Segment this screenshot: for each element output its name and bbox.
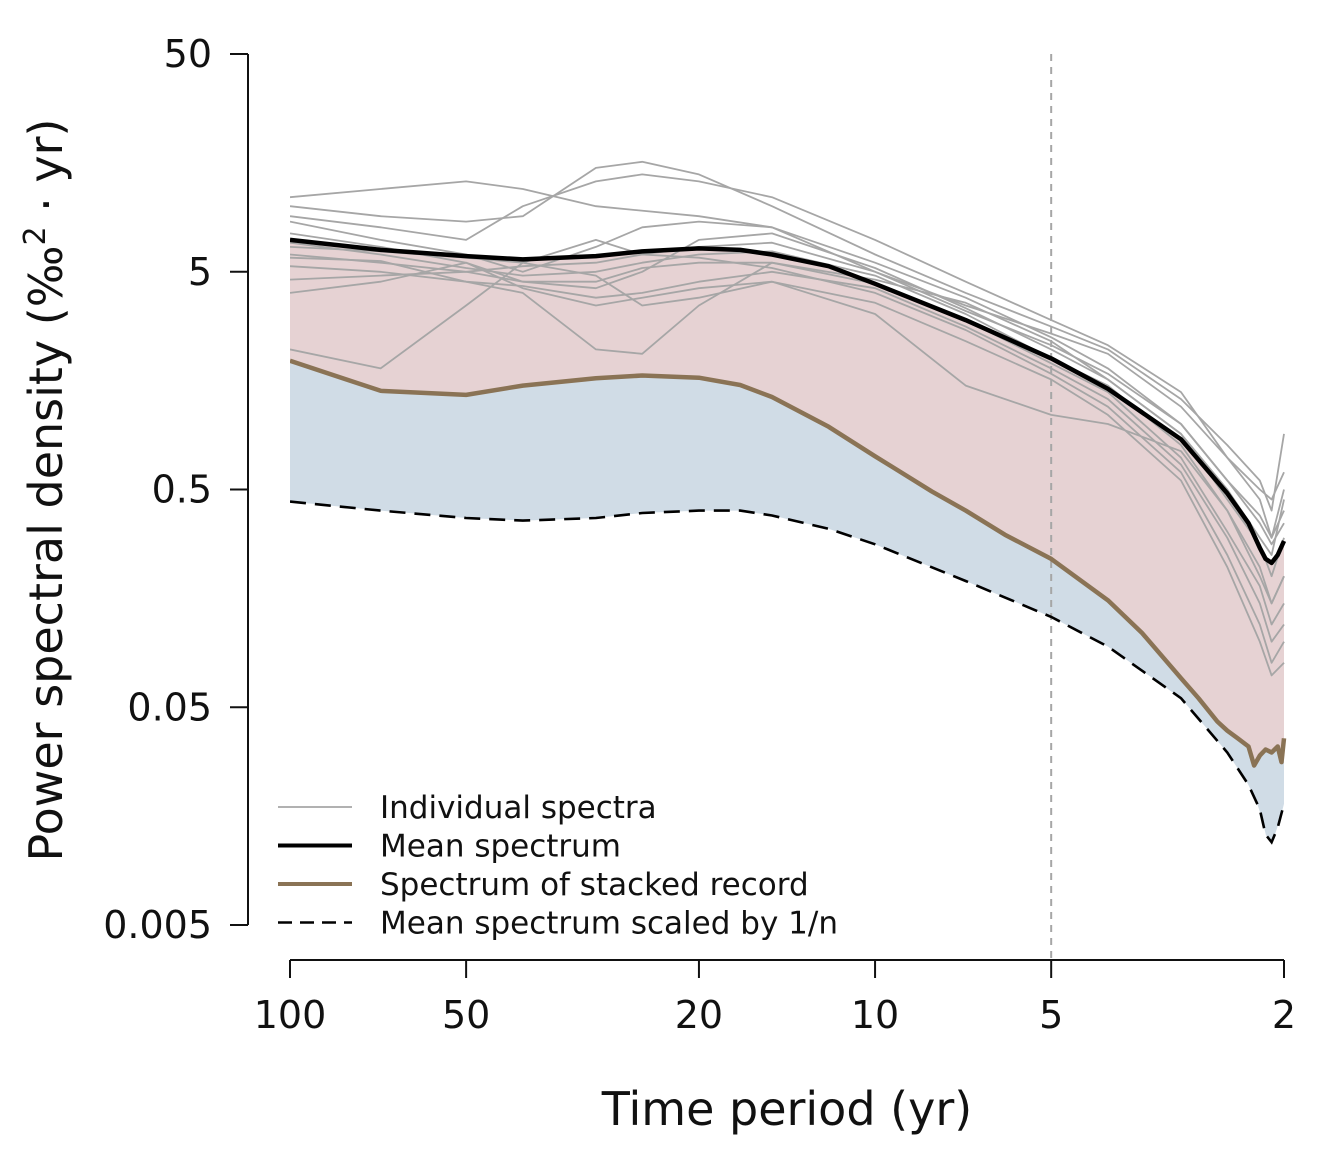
y-tick-label: 0.5 bbox=[152, 468, 212, 512]
individual-spectrum-line-6 bbox=[290, 241, 1285, 605]
y-tick-label: 0.005 bbox=[103, 903, 212, 947]
legend-label-stacked: Spectrum of stacked record bbox=[380, 867, 809, 903]
x-tick-label: 20 bbox=[675, 993, 723, 1037]
legend-label-individual: Individual spectra bbox=[380, 790, 657, 826]
x-axis-title: Time period (yr) bbox=[601, 1082, 972, 1136]
x-tick-label: 10 bbox=[851, 993, 899, 1037]
individual-spectrum-line-8 bbox=[290, 265, 1285, 643]
stacked-scaled-band bbox=[290, 360, 1284, 841]
individual-spectrum-line-3 bbox=[290, 173, 1285, 539]
y-tick-label: 0.05 bbox=[127, 685, 212, 729]
individual-spectrum-line-12 bbox=[290, 246, 1285, 605]
mean-stacked-band bbox=[290, 239, 1284, 761]
y-tick-label: 5 bbox=[188, 250, 212, 294]
individual-spectrum-line-4 bbox=[290, 220, 1285, 546]
x-tick-label: 5 bbox=[1039, 993, 1063, 1037]
legend-label-mean: Mean spectrum bbox=[380, 829, 621, 865]
individual-spectrum-line-11 bbox=[290, 239, 1285, 539]
y-axis-title-tail: · yr) bbox=[19, 119, 73, 227]
y-tick-label: 50 bbox=[164, 32, 212, 76]
scaled-mean-spectrum-line bbox=[290, 500, 1286, 845]
y-axis-title-main: Power spectral density (‰ bbox=[19, 246, 73, 862]
y-axis-title: Power spectral density (‰2 · yr) bbox=[18, 119, 74, 862]
legend-label-scaled: Mean spectrum scaled by 1/n bbox=[380, 906, 838, 942]
x-tick-label: 100 bbox=[254, 993, 327, 1037]
x-tick-label: 50 bbox=[442, 993, 490, 1037]
individual-spectrum-line-5 bbox=[290, 232, 1285, 578]
individual-spectrum-line-9 bbox=[290, 253, 1285, 664]
y-axis-title-superscript: 2 bbox=[18, 226, 53, 245]
x-tick-label: 2 bbox=[1272, 993, 1296, 1037]
stacked-record-spectrum-line bbox=[290, 358, 1287, 768]
mean-spectrum-line bbox=[290, 237, 1287, 566]
individual-spectrum-line-10 bbox=[290, 261, 1285, 677]
